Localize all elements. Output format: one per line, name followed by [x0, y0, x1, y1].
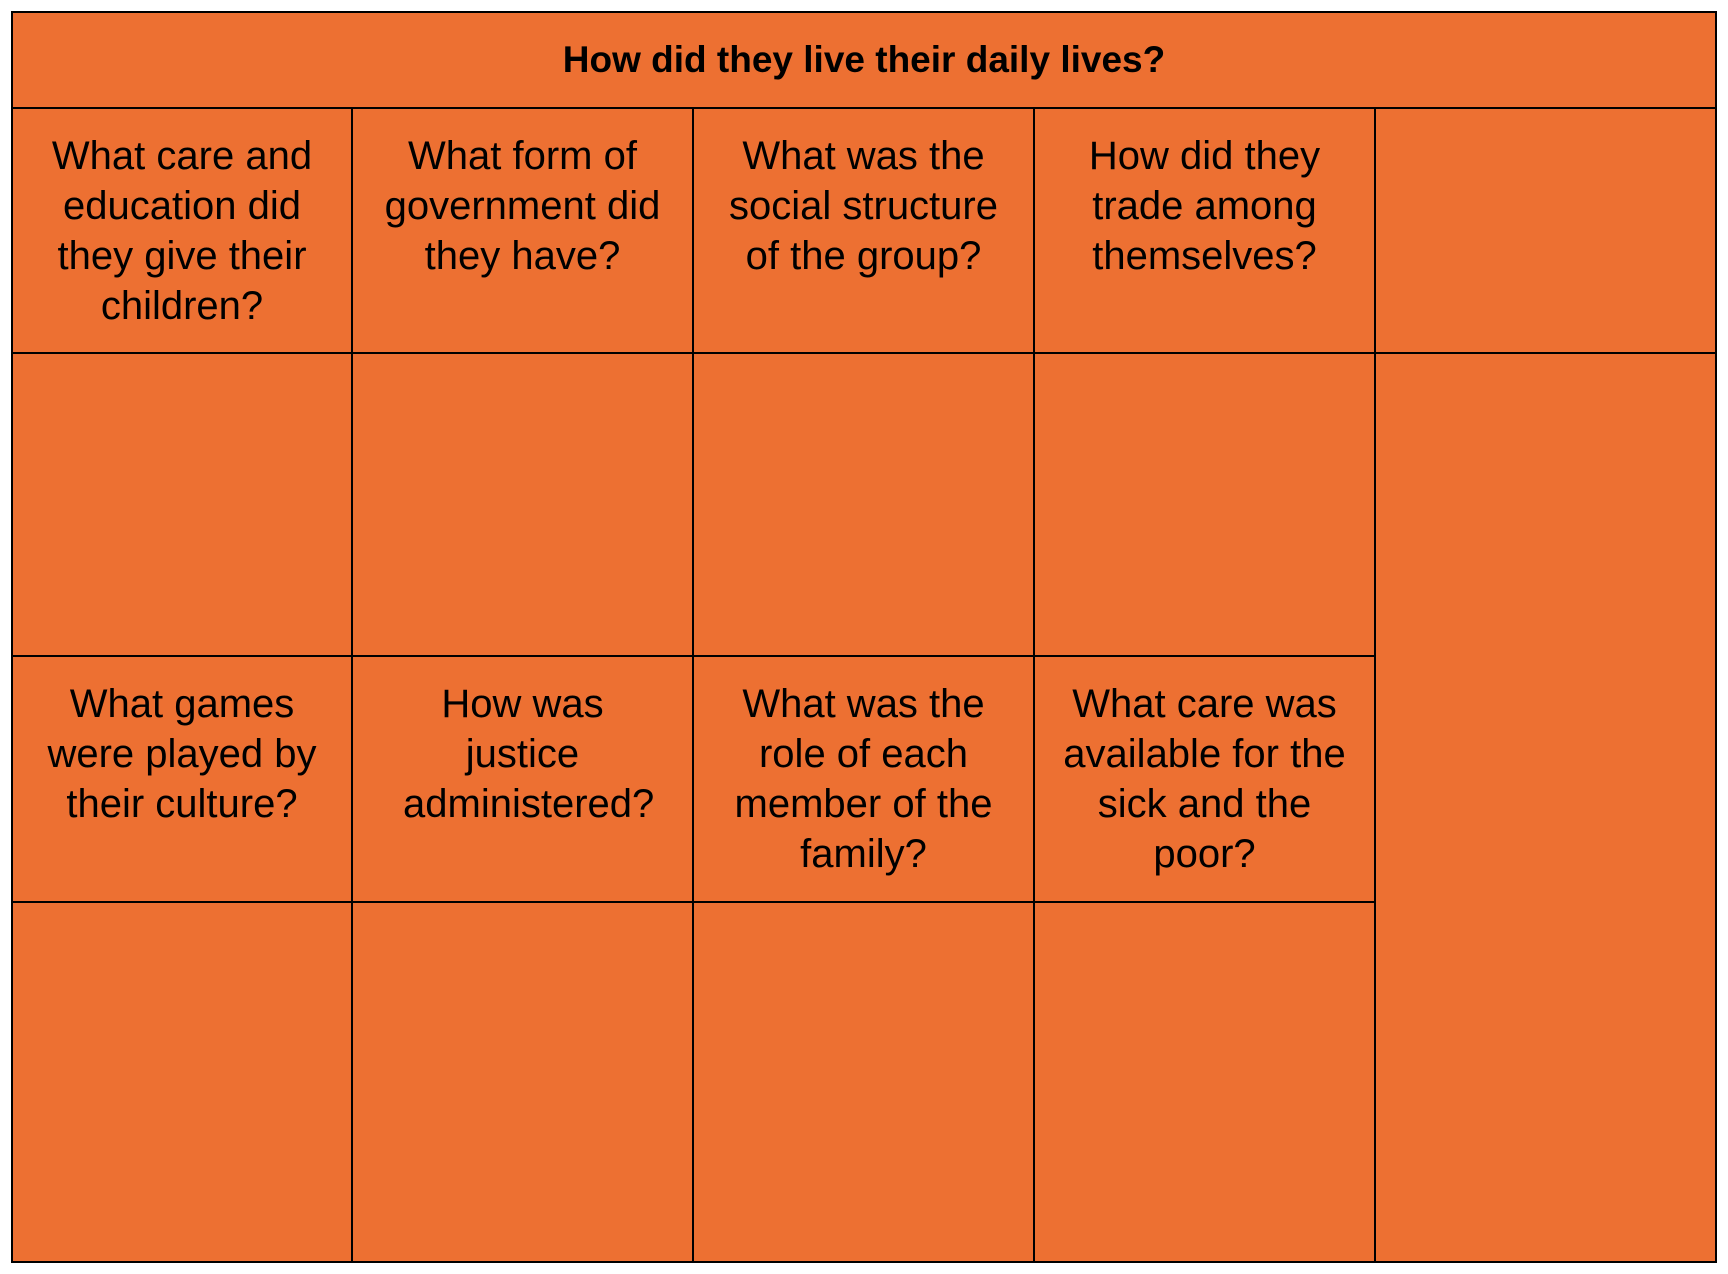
- answer-cell: [353, 354, 694, 657]
- question-cell: What games were played by their culture?: [13, 657, 353, 903]
- answer-cell: [13, 354, 353, 657]
- question-cell: What was the role of each member of the …: [694, 657, 1035, 903]
- question-cell: What care and education did they give th…: [13, 109, 353, 354]
- question-cell: How was justice administered?: [353, 657, 694, 903]
- empty-merged-cell: [1376, 354, 1717, 1263]
- empty-cell: [1376, 109, 1717, 354]
- answer-cell: [694, 903, 1035, 1263]
- question-cell: What was the social structure of the gro…: [694, 109, 1035, 354]
- answer-cell: [353, 903, 694, 1263]
- answer-cell: [1035, 903, 1376, 1263]
- answer-cell: [1035, 354, 1376, 657]
- question-table: How did they live their daily lives? Wha…: [11, 11, 1717, 1263]
- answer-cell: [694, 354, 1035, 657]
- answer-cell: [13, 903, 353, 1263]
- table-title: How did they live their daily lives?: [13, 13, 1715, 109]
- question-cell: How did they trade among themselves?: [1035, 109, 1376, 354]
- question-cell: What care was available for the sick and…: [1035, 657, 1376, 903]
- question-cell: What form of government did they have?: [353, 109, 694, 354]
